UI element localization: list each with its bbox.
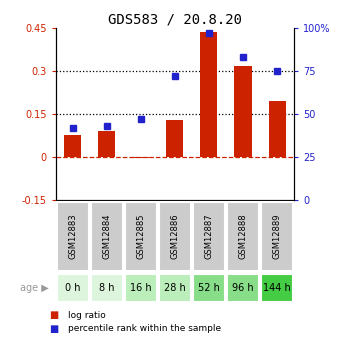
Bar (98, 131, 115, 157)
Bar (91, 274, 123, 302)
Bar (125, 201, 157, 271)
Text: 0 h: 0 h (65, 283, 80, 293)
Text: GSM12883: GSM12883 (68, 214, 77, 259)
Text: 96 h: 96 h (232, 283, 254, 293)
Text: GSM12885: GSM12885 (136, 214, 145, 259)
Bar (261, 201, 293, 271)
Text: log ratio: log ratio (68, 311, 105, 320)
Text: GSM12884: GSM12884 (102, 214, 111, 259)
Bar (132, 157, 149, 158)
Bar (268, 101, 286, 157)
Text: percentile rank within the sample: percentile rank within the sample (68, 325, 221, 334)
Text: GSM12888: GSM12888 (239, 214, 247, 259)
Bar (166, 120, 184, 157)
Bar (227, 274, 259, 302)
Bar (193, 201, 225, 271)
Text: 52 h: 52 h (198, 283, 220, 293)
Bar (261, 274, 293, 302)
Text: GSM12889: GSM12889 (272, 214, 282, 259)
Text: age ▶: age ▶ (20, 283, 49, 293)
Bar (159, 201, 191, 271)
Bar (64, 135, 81, 157)
Text: ■: ■ (49, 324, 58, 334)
Bar (193, 274, 225, 302)
Text: GSM12886: GSM12886 (170, 214, 179, 259)
Title: GDS583 / 20.8.20: GDS583 / 20.8.20 (108, 12, 242, 27)
Text: 8 h: 8 h (99, 283, 115, 293)
Bar (57, 201, 89, 271)
Text: 16 h: 16 h (130, 283, 152, 293)
Text: 144 h: 144 h (263, 283, 291, 293)
Text: ■: ■ (49, 310, 58, 320)
Bar (200, 32, 217, 157)
Text: GSM12887: GSM12887 (204, 214, 214, 259)
Bar (235, 66, 251, 157)
Bar (227, 201, 259, 271)
Bar (125, 274, 157, 302)
Bar (159, 274, 191, 302)
Text: 28 h: 28 h (164, 283, 186, 293)
Bar (57, 274, 89, 302)
Bar (91, 201, 123, 271)
